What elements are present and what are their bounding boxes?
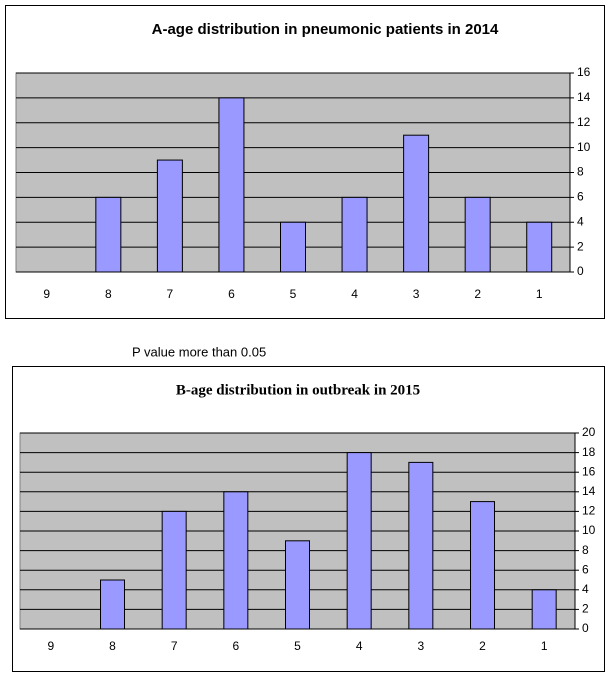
- x-tick-label: 2: [474, 287, 481, 301]
- bar: [464, 196, 491, 273]
- bar: [346, 452, 372, 630]
- y-tick-label: 0: [577, 264, 584, 278]
- x-tick-label: 7: [171, 639, 178, 653]
- y-tick-label: 8: [582, 543, 589, 557]
- bar: [403, 134, 430, 273]
- bar: [95, 196, 122, 273]
- bar: [280, 221, 306, 273]
- y-tick-label: 10: [582, 523, 596, 537]
- caption: P value more than 0.05: [132, 344, 266, 359]
- bar: [341, 196, 368, 273]
- x-tick-label: 5: [290, 287, 297, 301]
- bar: [531, 589, 557, 630]
- bar: [100, 579, 125, 630]
- x-tick-label: 8: [109, 639, 116, 653]
- x-tick-label: 8: [105, 287, 112, 301]
- y-tick-label: 10: [577, 140, 591, 154]
- x-tick-label: 4: [356, 639, 363, 653]
- x-tick-label: 9: [47, 639, 54, 653]
- x-tick-label: 9: [43, 287, 50, 301]
- y-tick-label: 16: [582, 464, 596, 478]
- y-tick-label: 12: [577, 115, 591, 129]
- bar: [408, 461, 434, 630]
- y-tick-label: 12: [582, 504, 596, 518]
- bar: [223, 491, 249, 630]
- x-tick-label: 6: [228, 287, 235, 301]
- y-tick-label: 0: [582, 621, 589, 635]
- bar: [218, 97, 245, 273]
- bar: [526, 221, 553, 273]
- y-tick-label: 6: [577, 190, 584, 204]
- x-tick-label: 1: [541, 639, 548, 653]
- chart-title: A-age distribution in pneumonic patients…: [152, 21, 499, 38]
- y-tick-label: 20: [582, 425, 596, 439]
- bar: [285, 540, 310, 630]
- y-tick-label: 16: [577, 65, 591, 79]
- bar: [470, 501, 495, 630]
- y-tick-label: 4: [577, 214, 584, 228]
- x-tick-label: 3: [413, 287, 420, 301]
- y-tick-label: 14: [577, 90, 591, 104]
- y-tick-label: 2: [577, 239, 584, 253]
- y-tick-label: 8: [577, 165, 584, 179]
- x-tick-label: 7: [167, 287, 174, 301]
- y-tick-label: 18: [582, 445, 596, 459]
- y-tick-label: 4: [582, 582, 589, 596]
- bar: [156, 159, 183, 273]
- x-tick-label: 3: [417, 639, 424, 653]
- y-tick-label: 14: [582, 484, 596, 498]
- x-tick-label: 5: [294, 639, 301, 653]
- x-tick-label: 6: [232, 639, 239, 653]
- y-tick-label: 2: [582, 602, 589, 616]
- y-tick-label: 6: [582, 562, 589, 576]
- x-tick-label: 4: [351, 287, 358, 301]
- x-tick-label: 2: [479, 639, 486, 653]
- chart-title: B-age distribution in outbreak in 2015: [176, 382, 420, 398]
- x-tick-label: 1: [536, 287, 543, 301]
- bar: [161, 510, 187, 630]
